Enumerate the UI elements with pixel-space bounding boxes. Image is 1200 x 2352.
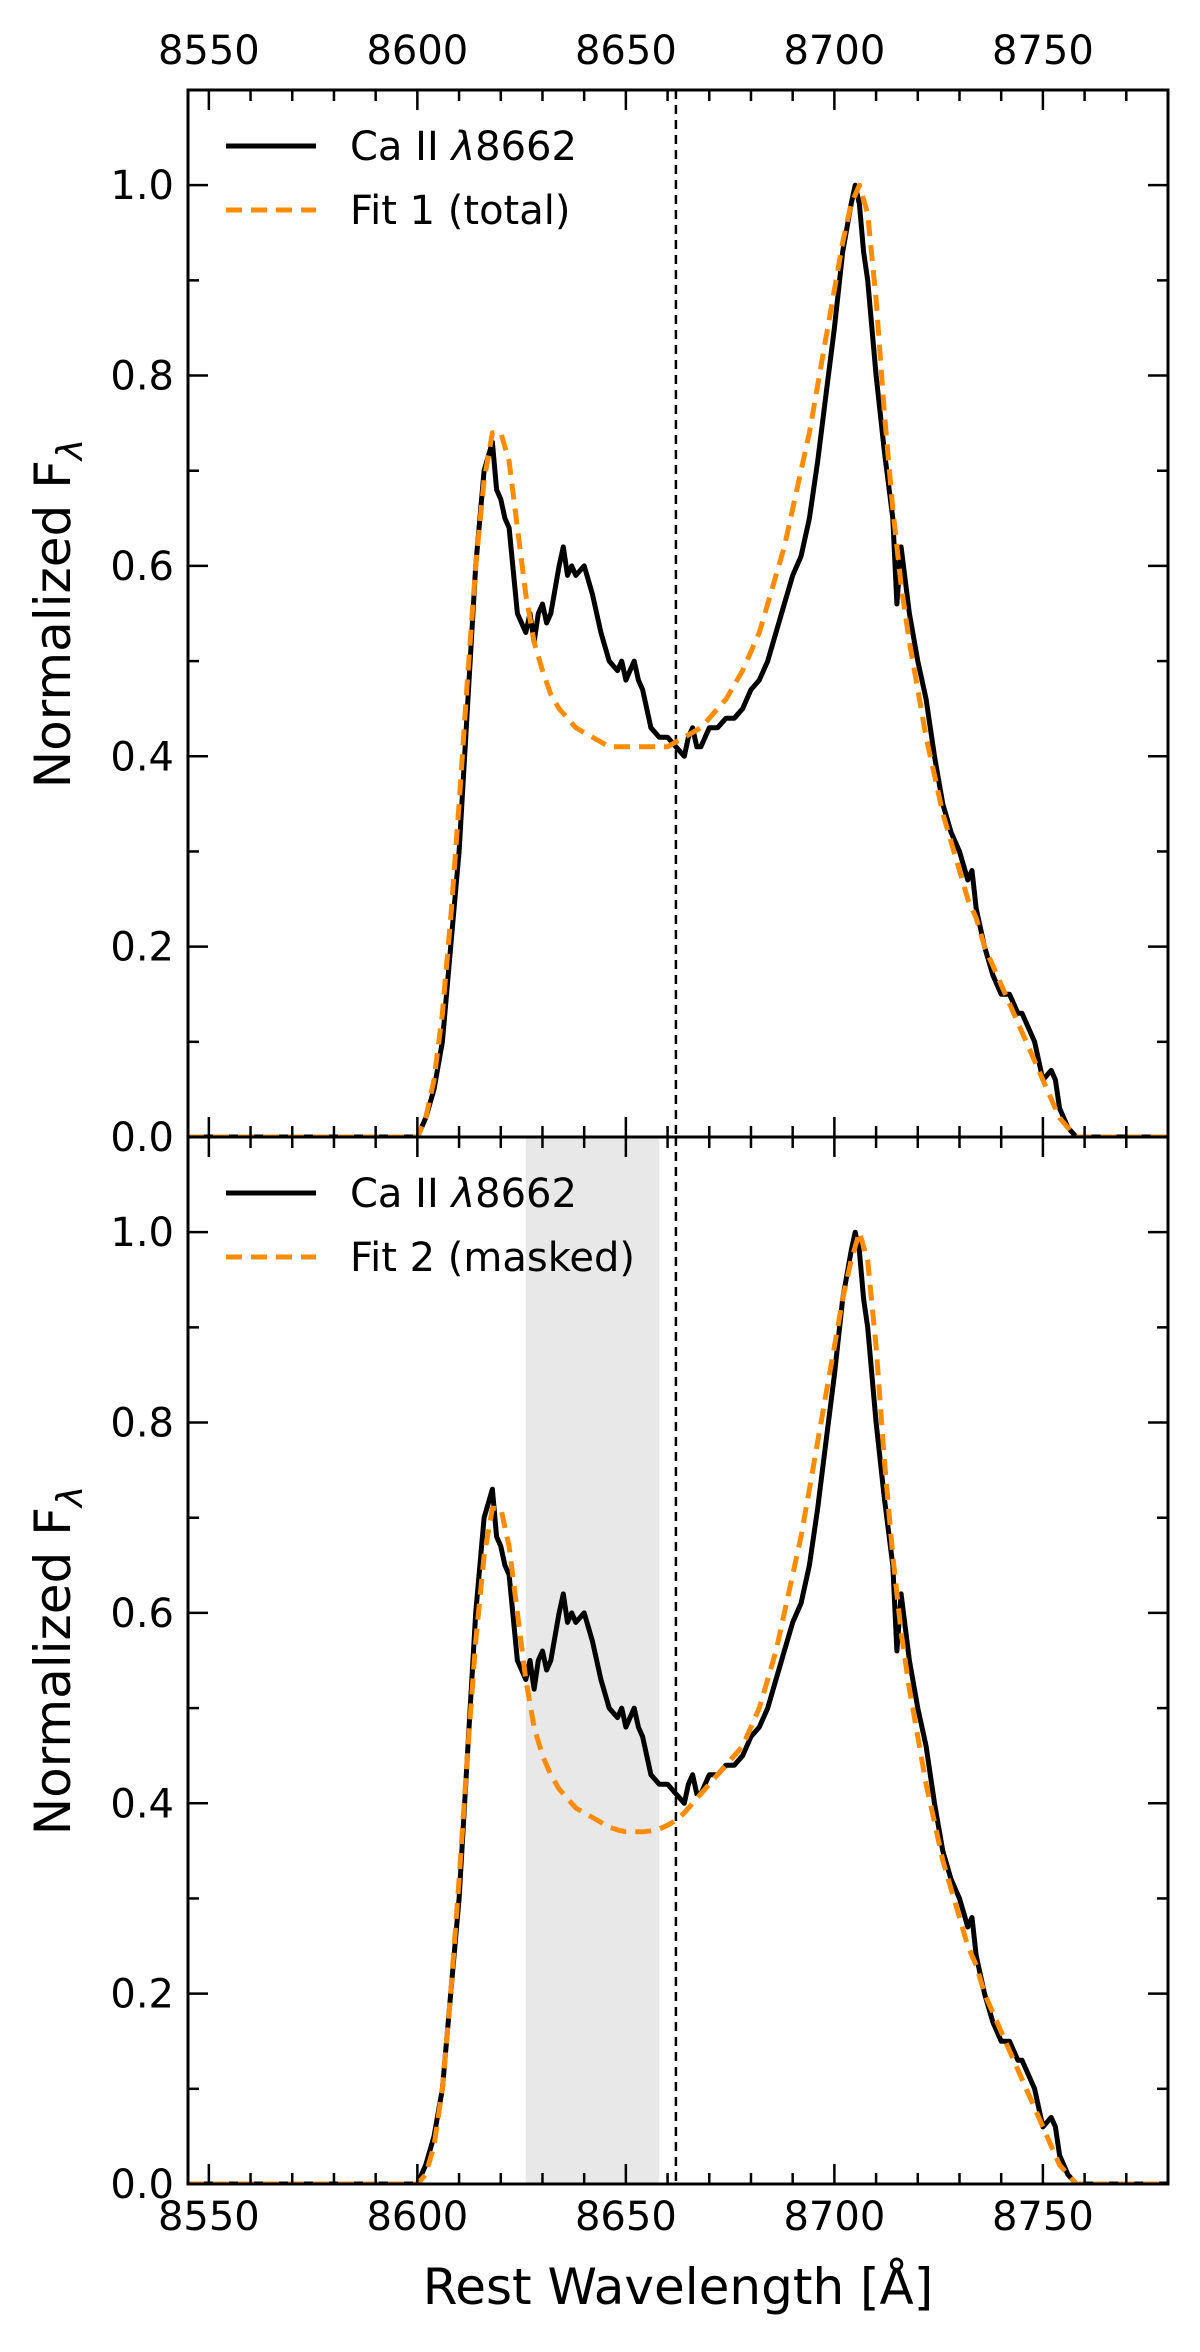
x-tick-label-bottom: 8600 — [366, 2194, 468, 2240]
fit-series-line — [188, 1229, 1168, 2184]
y-tick-label: 0.2 — [110, 925, 174, 971]
legend-label: Ca II λ8662 — [350, 124, 577, 170]
x-tick-label-bottom: 8700 — [783, 2194, 885, 2240]
top-panel: 0.0 0.2 0.4 0.6 0.8 1.0 8550 8600 8650 8700 8750 No… — [24, 28, 1170, 1161]
axes-frame — [186, 1135, 1170, 2186]
y-tick-label: 0.6 — [110, 1591, 174, 1637]
data-series-line — [188, 1229, 1168, 2184]
x-axis-title: Rest Wavelength [Å] — [423, 2258, 934, 2316]
x-tick-label-bottom: 8750 — [992, 2194, 1094, 2240]
y-tick-label: 1.0 — [110, 163, 174, 209]
legend-label: Ca II λ8662 — [350, 1171, 577, 1217]
y-tick-label: 0.2 — [110, 1972, 174, 2018]
legend: Ca II λ8662 Fit 2 (masked) — [226, 1171, 635, 1281]
x-tick-label-top: 8750 — [992, 28, 1094, 74]
masked-region — [525, 1137, 660, 2184]
x-tick-label-top: 8700 — [783, 28, 885, 74]
x-tick-label-top: 8550 — [158, 28, 260, 74]
bottom-panel: 0.0 0.2 0.4 0.6 0.8 1.0 8550 8600 8650 8700 8750 No… — [24, 1135, 1170, 2316]
y-tick-label: 0.0 — [110, 2162, 174, 2208]
data-series-line — [188, 182, 1168, 1137]
y-axis-title: Normalized Fλ — [24, 439, 91, 789]
fit-series-line — [188, 182, 1168, 1137]
y-tick-label: 0.6 — [110, 544, 174, 590]
y-tick-label: 0.4 — [110, 1781, 174, 1827]
legend-label: Fit 2 (masked) — [350, 1235, 635, 1281]
axes-frame — [186, 88, 1170, 1139]
y-axis-title: Normalized Fλ — [24, 1486, 91, 1836]
legend-label: Fit 1 (total) — [350, 188, 570, 234]
x-tick-label-top: 8650 — [575, 28, 677, 74]
y-tick-label: 0.8 — [110, 1401, 174, 1447]
x-tick-label-bottom: 8550 — [158, 2194, 260, 2240]
legend: Ca II λ8662 Fit 1 (total) — [226, 124, 577, 234]
x-tick-label-top: 8600 — [366, 28, 468, 74]
y-tick-label: 0.8 — [110, 354, 174, 400]
x-tick-label-bottom: 8650 — [575, 2194, 677, 2240]
y-tick-label: 0.0 — [110, 1115, 174, 1161]
y-tick-label: 0.4 — [110, 734, 174, 780]
y-tick-label: 1.0 — [110, 1210, 174, 1256]
